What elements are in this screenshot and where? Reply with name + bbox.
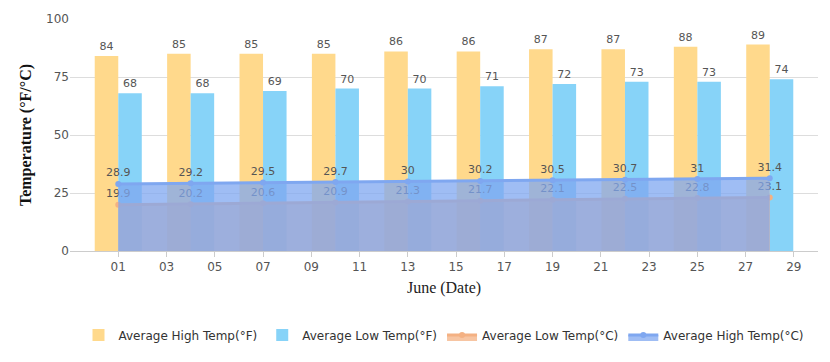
svg-text:20.9: 20.9: [323, 185, 348, 198]
svg-text:Average High Temp(°C): Average High Temp(°C): [663, 329, 803, 343]
svg-text:23: 23: [641, 260, 656, 274]
svg-text:31.4: 31.4: [757, 161, 782, 174]
svg-text:11: 11: [352, 260, 367, 274]
svg-text:28.9: 28.9: [106, 166, 131, 179]
svg-text:85: 85: [317, 38, 331, 51]
svg-text:21: 21: [593, 260, 608, 274]
svg-text:31: 31: [690, 162, 704, 175]
svg-text:27: 27: [738, 260, 753, 274]
svg-text:50: 50: [54, 128, 69, 142]
svg-text:30.5: 30.5: [540, 163, 565, 176]
svg-text:07: 07: [255, 260, 270, 274]
svg-text:09: 09: [304, 260, 319, 274]
svg-text:30.7: 30.7: [613, 162, 638, 175]
svg-text:30: 30: [401, 164, 415, 177]
svg-text:21.7: 21.7: [468, 183, 493, 196]
svg-text:30.2: 30.2: [468, 163, 493, 176]
svg-text:25: 25: [690, 260, 705, 274]
svg-text:June (Date): June (Date): [407, 279, 481, 297]
svg-text:01: 01: [111, 260, 126, 274]
svg-text:74: 74: [775, 63, 789, 76]
svg-text:85: 85: [172, 38, 186, 51]
svg-text:68: 68: [195, 77, 209, 90]
svg-text:69: 69: [268, 75, 282, 88]
svg-text:Average High Temp(°F): Average High Temp(°F): [119, 329, 258, 343]
svg-text:19.9: 19.9: [106, 187, 131, 200]
svg-text:73: 73: [630, 66, 644, 79]
svg-text:89: 89: [751, 29, 765, 42]
svg-text:23.1: 23.1: [757, 180, 782, 193]
svg-text:0: 0: [61, 244, 69, 258]
svg-text:29.5: 29.5: [251, 165, 276, 178]
svg-text:03: 03: [159, 260, 174, 274]
svg-text:70: 70: [340, 73, 354, 86]
svg-text:Temperature (°F/°C): Temperature (°F/°C): [17, 64, 35, 206]
svg-text:29.7: 29.7: [323, 165, 348, 178]
svg-text:87: 87: [606, 33, 620, 46]
svg-text:22.1: 22.1: [540, 182, 565, 195]
svg-text:71: 71: [485, 70, 499, 83]
svg-text:85: 85: [244, 38, 258, 51]
svg-text:20.2: 20.2: [178, 187, 203, 200]
svg-text:68: 68: [123, 77, 137, 90]
svg-text:87: 87: [534, 33, 548, 46]
svg-text:13: 13: [400, 260, 415, 274]
svg-text:86: 86: [389, 35, 403, 48]
svg-text:29.2: 29.2: [178, 166, 203, 179]
svg-text:29: 29: [786, 260, 801, 274]
svg-text:Average Low Temp(°F): Average Low Temp(°F): [302, 329, 437, 343]
svg-text:84: 84: [99, 40, 113, 53]
svg-text:22.5: 22.5: [613, 181, 638, 194]
svg-text:17: 17: [497, 260, 512, 274]
svg-text:15: 15: [448, 260, 463, 274]
svg-text:72: 72: [557, 68, 571, 81]
svg-text:20.6: 20.6: [251, 186, 276, 199]
svg-text:88: 88: [679, 31, 693, 44]
svg-text:22.8: 22.8: [685, 181, 710, 194]
svg-text:86: 86: [461, 35, 475, 48]
svg-text:Average Low Temp(°C): Average Low Temp(°C): [482, 329, 618, 343]
svg-text:19: 19: [545, 260, 560, 274]
svg-text:21.3: 21.3: [396, 184, 421, 197]
svg-text:05: 05: [207, 260, 222, 274]
svg-text:25: 25: [54, 186, 69, 200]
svg-text:100: 100: [46, 12, 69, 26]
svg-text:75: 75: [54, 70, 69, 84]
svg-text:73: 73: [702, 66, 716, 79]
svg-text:70: 70: [413, 73, 427, 86]
